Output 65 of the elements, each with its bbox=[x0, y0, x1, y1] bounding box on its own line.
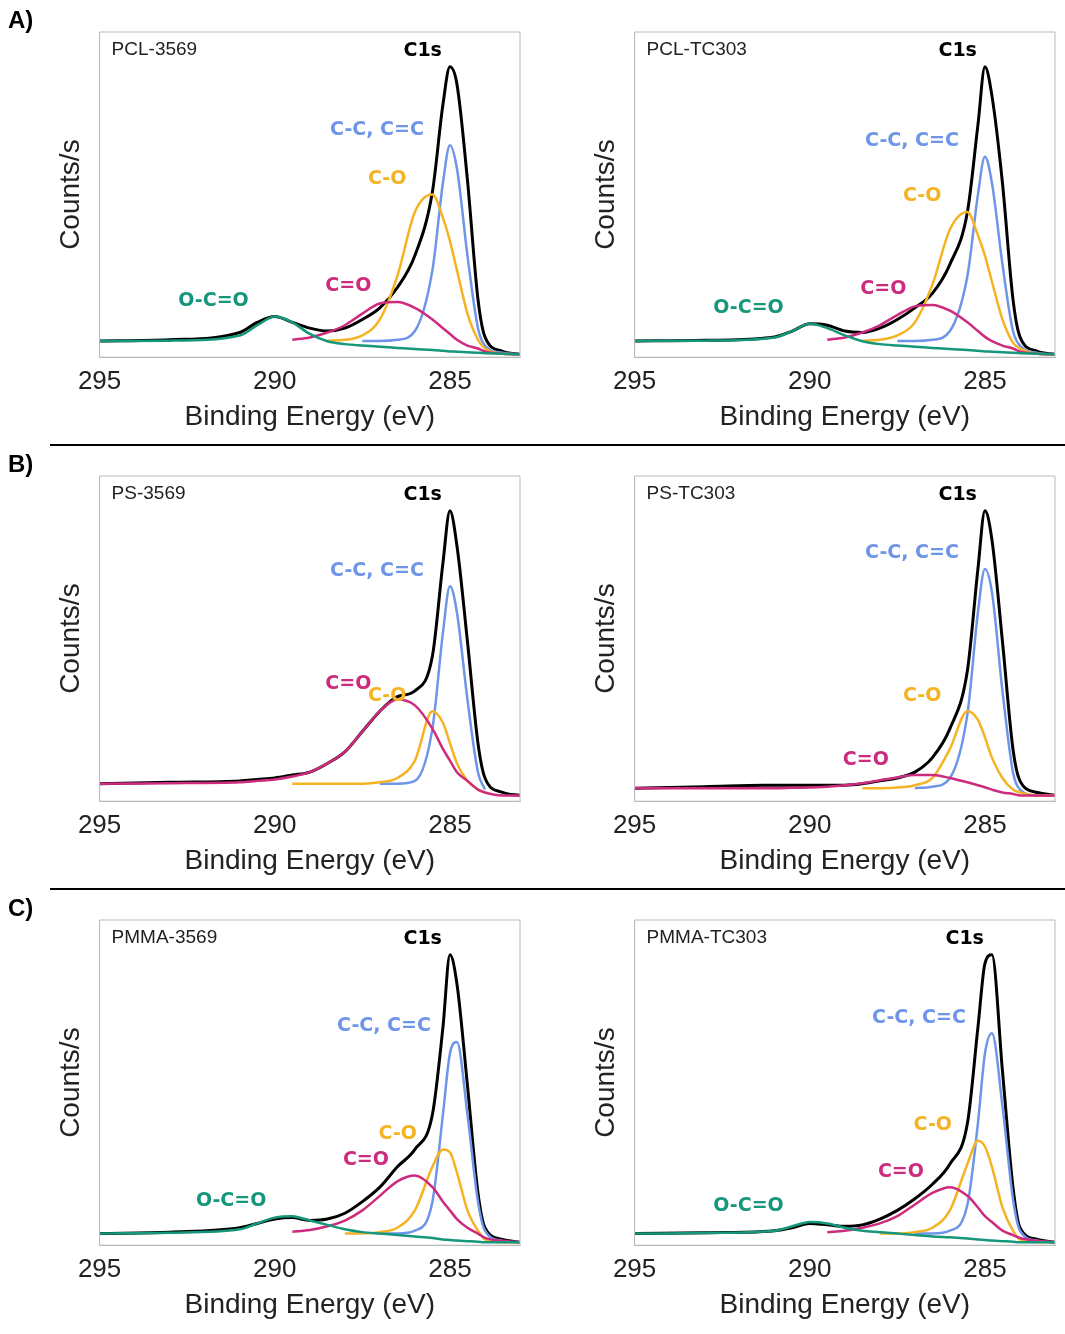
series-label: C-C, C=C bbox=[865, 540, 959, 563]
series-label: C-O bbox=[902, 183, 942, 206]
series-label: C=O bbox=[860, 276, 907, 299]
series-label: C=O bbox=[842, 746, 889, 769]
x-tick-label: 285 bbox=[428, 364, 472, 395]
x-tick-label: 285 bbox=[963, 808, 1007, 839]
chart-title: PCL-3569 bbox=[111, 37, 198, 59]
x-tick-label: 295 bbox=[612, 808, 657, 839]
series-label: C-O bbox=[902, 682, 942, 705]
series-label: C-O bbox=[367, 166, 407, 189]
series-label: C-C, C=C bbox=[865, 128, 959, 151]
series-label: O-C=O bbox=[713, 295, 784, 318]
x-tick-label: 295 bbox=[612, 364, 657, 395]
series-label: C-C, C=C bbox=[330, 557, 424, 580]
y-axis-title: Counts/s bbox=[588, 139, 620, 250]
chart-title: PS-3569 bbox=[111, 481, 186, 503]
x-tick-label: 295 bbox=[77, 364, 122, 395]
x-axis-title: Binding Energy (eV) bbox=[184, 1287, 436, 1319]
series-label: O-C=O bbox=[713, 1193, 784, 1216]
x-axis-title: Binding Energy (eV) bbox=[184, 399, 436, 431]
x-tick-label: 290 bbox=[253, 808, 297, 839]
y-axis-title: Counts/s bbox=[53, 1027, 85, 1138]
x-axis-title: Binding Energy (eV) bbox=[719, 843, 971, 875]
series-label: C=O bbox=[325, 273, 372, 296]
x-axis-title: Binding Energy (eV) bbox=[719, 399, 971, 431]
series-label: C1s bbox=[938, 38, 977, 61]
x-axis-title: Binding Energy (eV) bbox=[719, 1287, 971, 1319]
y-axis-title: Counts/s bbox=[53, 139, 85, 250]
y-axis-title: Counts/s bbox=[53, 583, 85, 694]
chart-title: PCL-TC303 bbox=[646, 37, 747, 59]
x-tick-label: 295 bbox=[77, 808, 122, 839]
x-tick-label: 295 bbox=[77, 1252, 122, 1283]
text: C) bbox=[8, 894, 34, 922]
x-tick-label: 285 bbox=[428, 1252, 472, 1283]
series-label: C-C, C=C bbox=[337, 1013, 431, 1036]
series-label: O-C=O bbox=[195, 1187, 267, 1210]
x-tick-label: 290 bbox=[788, 364, 832, 395]
chart-title: PMMA-3569 bbox=[111, 925, 218, 947]
x-axis-title: Binding Energy (eV) bbox=[184, 843, 436, 875]
text: B) bbox=[8, 450, 34, 478]
series-label: O-C=O bbox=[178, 287, 249, 310]
x-tick-label: 290 bbox=[788, 808, 832, 839]
x-tick-label: 295 bbox=[612, 1252, 657, 1283]
series-label: C-O bbox=[378, 1120, 417, 1143]
x-tick-label: 290 bbox=[253, 364, 297, 395]
series-label: C=O bbox=[342, 1146, 389, 1169]
series-label: C1s bbox=[945, 926, 984, 949]
series-label: C-C, C=C bbox=[330, 116, 424, 139]
series-label: C-C, C=C bbox=[872, 1004, 966, 1027]
chart-title: PS-TC303 bbox=[646, 481, 736, 503]
series-label: C1s bbox=[403, 38, 442, 61]
x-tick-label: 285 bbox=[963, 1252, 1007, 1283]
y-axis-title: Counts/s bbox=[588, 1027, 620, 1138]
x-tick-label: 285 bbox=[963, 364, 1007, 395]
chart-title: PMMA-TC303 bbox=[646, 925, 767, 947]
series-label: C-O bbox=[913, 1112, 952, 1135]
x-tick-label: 285 bbox=[428, 808, 472, 839]
series-label: C1s bbox=[938, 482, 977, 505]
x-tick-label: 290 bbox=[788, 1252, 832, 1283]
x-tick-label: 290 bbox=[253, 1252, 297, 1283]
series-label: C1s bbox=[403, 482, 442, 505]
series-label: C=O bbox=[877, 1158, 924, 1181]
series-label: C1s bbox=[403, 926, 442, 949]
y-axis-title: Counts/s bbox=[588, 583, 620, 694]
text: A) bbox=[8, 6, 34, 34]
